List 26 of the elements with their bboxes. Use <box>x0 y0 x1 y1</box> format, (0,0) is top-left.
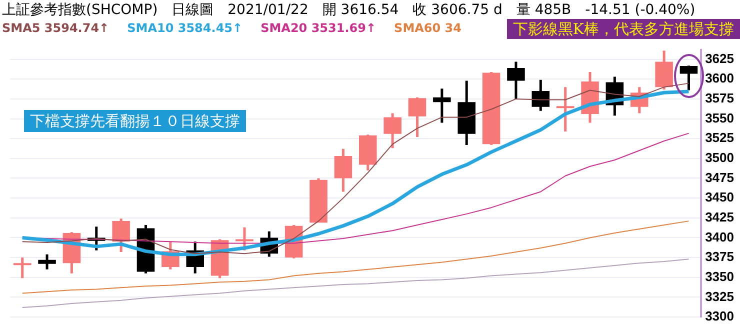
y-tick-label: 3450 <box>705 190 734 205</box>
chart-title: 上証參考指數(SHCOMP) 日線圖 2021/01/22 開 3616.54 收 3606.75 d 量 485B -14.51 (-0.40%) <box>2 1 696 20</box>
annotation: 下檔支撐先看翻揚１０日線支撐 <box>24 110 246 132</box>
y-tick-label: 3475 <box>705 170 734 185</box>
y-tick-label: 3600 <box>705 70 734 86</box>
text: 下影線黑K棒，代表多方進場支撐 <box>506 19 740 39</box>
y-tick-label: 3325 <box>705 288 734 304</box>
candlestick <box>507 62 525 99</box>
y-tick-label: 3425 <box>705 209 734 224</box>
text: SMA20 3531.69↑ <box>260 21 376 37</box>
y-tick-label: 3350 <box>705 268 734 284</box>
text: SMA10 3584.45↑ <box>127 21 243 37</box>
y-tick-label: 3500 <box>705 150 734 165</box>
candlestick <box>680 66 698 90</box>
y-tick-label: 3575 <box>705 90 734 106</box>
candlestick <box>384 113 402 148</box>
candlestick <box>13 258 32 278</box>
y-tick-label: 3525 <box>705 130 734 146</box>
candlestick <box>38 254 56 270</box>
y-tick-label: 3400 <box>705 229 734 244</box>
text: SMA5 3594.74↑ <box>2 21 110 37</box>
y-tick-label: 3300 <box>705 308 734 324</box>
y-tick-label: 3625 <box>705 50 734 66</box>
text: SMA60 34 <box>394 21 462 37</box>
y-tick-label: 3375 <box>705 249 734 264</box>
y-tick-label: 3550 <box>705 110 734 126</box>
